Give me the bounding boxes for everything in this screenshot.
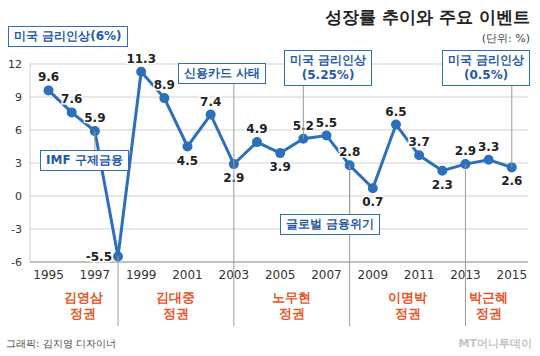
html-text:미국 금리인상: 미국 금리인상 (448, 53, 525, 67)
html-text:김영삼: 김영삼 (63, 290, 103, 305)
html-text:미국 금리인상: 미국 금리인상 (290, 53, 367, 67)
svg-text:7.6: 7.6 (61, 92, 82, 106)
html-text:글로벌 금융위기: 글로벌 금융위기 (286, 217, 375, 231)
svg-text:2001: 2001 (172, 268, 203, 282)
svg-text:2011: 2011 (404, 268, 435, 282)
html-text:(0.5%): (0.5%) (464, 68, 509, 82)
html-text:박근혜: 박근혜 (469, 290, 509, 305)
svg-text:2015: 2015 (497, 268, 528, 282)
svg-text:4.5: 4.5 (177, 154, 198, 168)
html-text:이명박: 이명박 (388, 290, 427, 305)
svg-text:6.5: 6.5 (385, 105, 406, 119)
svg-text:1999: 1999 (126, 268, 157, 282)
html-text:정권: 정권 (70, 306, 97, 321)
svg-text:1997: 1997 (80, 268, 111, 282)
html-text:김대중: 김대중 (156, 290, 196, 305)
html-text:(5.25%): (5.25%) (301, 68, 355, 82)
html-text:정권: 정권 (162, 306, 189, 321)
svg-text:2003: 2003 (219, 268, 250, 282)
svg-text:-6: -6 (11, 256, 22, 269)
svg-text:8.9: 8.9 (154, 78, 175, 92)
html-text:MT머니투데이: MT머니투데이 (458, 337, 532, 350)
svg-text:3.7: 3.7 (409, 135, 430, 149)
svg-text:5.2: 5.2 (293, 119, 314, 133)
html-text:(단위: %): (단위: %) (481, 32, 530, 45)
svg-text:2005: 2005 (265, 268, 296, 282)
svg-text:12: 12 (8, 58, 22, 71)
html-text:그래픽: 김지영 디자이너: 그래픽: 김지영 디자이너 (6, 338, 116, 349)
svg-text:0: 0 (15, 190, 22, 203)
svg-text:2.9: 2.9 (223, 171, 244, 185)
svg-text:1995: 1995 (33, 268, 64, 282)
svg-text:3: 3 (15, 157, 22, 170)
svg-text:-3: -3 (11, 223, 22, 236)
svg-text:3.3: 3.3 (478, 140, 499, 154)
svg-text:4.9: 4.9 (246, 122, 267, 136)
svg-text:9.6: 9.6 (38, 70, 59, 84)
html-text:신용카드 사태: 신용카드 사태 (184, 66, 261, 80)
svg-text:2.3: 2.3 (432, 178, 453, 192)
svg-text:7.4: 7.4 (200, 95, 221, 109)
svg-text:2013: 2013 (450, 268, 481, 282)
html-text:IMF 구제금융: IMF 구제금융 (46, 153, 123, 167)
html-text:성장률 추이와 주요 이벤트: 성장률 추이와 주요 이벤트 (325, 7, 530, 27)
svg-text:5.9: 5.9 (84, 111, 105, 125)
html-text:노무현: 노무현 (272, 290, 312, 305)
svg-text:9: 9 (15, 91, 22, 104)
html-text:정권: 정권 (394, 306, 421, 321)
svg-text:2007: 2007 (311, 268, 342, 282)
html-text:미국 금리인상(6%): 미국 금리인상(6%) (14, 29, 122, 43)
svg-text:2.8: 2.8 (339, 145, 360, 159)
svg-text:2.9: 2.9 (455, 144, 476, 158)
svg-text:0.7: 0.7 (362, 195, 383, 209)
svg-text:-5.5: -5.5 (86, 250, 112, 264)
svg-text:11.3: 11.3 (126, 52, 156, 66)
svg-text:2009: 2009 (358, 268, 389, 282)
svg-text:2.6: 2.6 (501, 174, 522, 188)
html-text:정권: 정권 (475, 306, 502, 321)
svg-text:3.9: 3.9 (270, 160, 291, 174)
svg-text:5.5: 5.5 (316, 116, 337, 130)
html-text:정권: 정권 (278, 306, 305, 321)
svg-text:6: 6 (15, 124, 22, 137)
